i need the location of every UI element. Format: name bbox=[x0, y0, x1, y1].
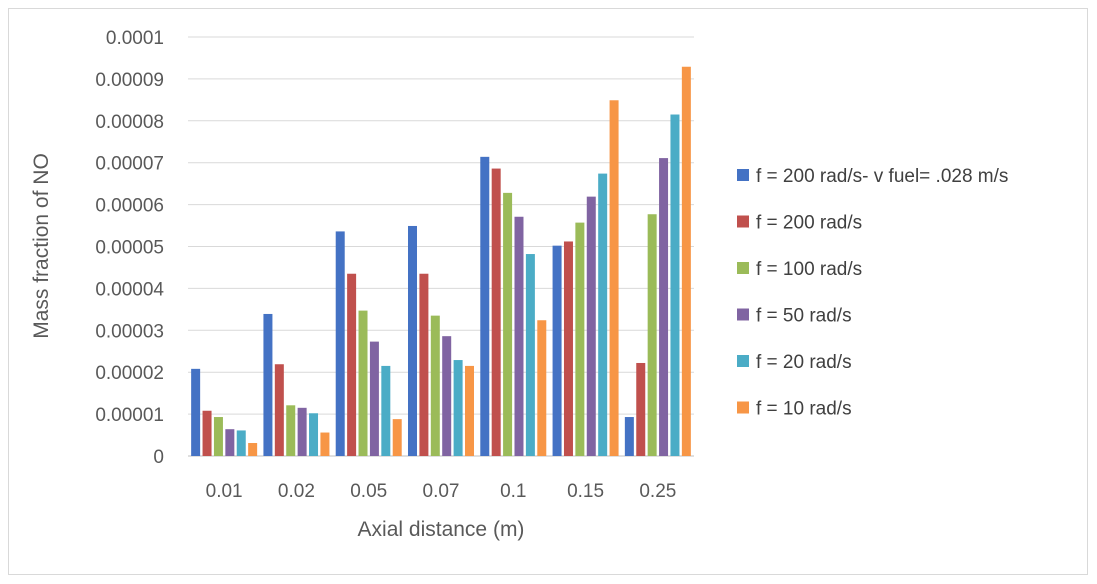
bar bbox=[213, 417, 223, 456]
bars bbox=[191, 66, 691, 457]
bar bbox=[552, 245, 562, 456]
legend-label: f = 200 rad/s bbox=[756, 213, 862, 234]
x-tick-label: 0.01 bbox=[206, 481, 243, 502]
bar bbox=[236, 430, 246, 456]
bar bbox=[491, 168, 501, 457]
bar bbox=[358, 310, 368, 456]
bar bbox=[514, 216, 524, 456]
y-tick-label: 0.00004 bbox=[95, 279, 164, 300]
legend-label: f = 10 rad/s bbox=[756, 399, 852, 420]
bar bbox=[503, 192, 513, 457]
bar bbox=[681, 66, 691, 457]
bar bbox=[430, 315, 440, 456]
legend-label: f = 50 rad/s bbox=[756, 306, 852, 327]
bar bbox=[297, 407, 307, 456]
bar bbox=[647, 214, 657, 456]
legend-swatch bbox=[737, 169, 749, 181]
x-tick-label: 0.02 bbox=[278, 481, 315, 502]
y-tick-label: 0.00008 bbox=[95, 112, 164, 133]
y-tick-label: 0.0001 bbox=[106, 28, 164, 49]
bar bbox=[442, 336, 452, 456]
legend-swatch bbox=[737, 401, 749, 414]
bar bbox=[419, 273, 429, 456]
bar bbox=[525, 254, 535, 456]
y-tick-label: 0.00009 bbox=[95, 70, 164, 91]
y-axis-title: Mass fraction of NO bbox=[30, 153, 53, 339]
y-tick-label: 0.00002 bbox=[95, 363, 164, 384]
bar bbox=[609, 100, 619, 457]
bar bbox=[286, 405, 296, 456]
legend-swatch bbox=[737, 215, 749, 228]
bar bbox=[248, 443, 258, 456]
bar bbox=[453, 360, 463, 456]
bar bbox=[320, 432, 330, 456]
x-tick-label: 0.07 bbox=[423, 481, 460, 502]
legend-swatch bbox=[737, 355, 749, 367]
bar bbox=[670, 114, 680, 456]
legend-label: f = 20 rad/s bbox=[756, 352, 852, 373]
legend-label: f = 100 rad/s bbox=[756, 259, 862, 280]
y-tick-label: 0 bbox=[153, 447, 164, 468]
bar bbox=[191, 368, 201, 456]
legend-swatch bbox=[737, 308, 749, 321]
bar bbox=[408, 225, 417, 456]
legend-label: f = 200 rad/s- v fuel= .028 m/s bbox=[756, 166, 1008, 187]
chart-frame bbox=[8, 8, 1088, 575]
x-tick-label: 0.25 bbox=[639, 481, 676, 502]
bar bbox=[563, 241, 573, 456]
x-tick-labels: 0.01 0.02 0.05 0.07 0.1 0.15 0.25 bbox=[206, 481, 677, 502]
x-tick-label: 0.1 bbox=[500, 481, 526, 502]
x-tick-label: 0.05 bbox=[350, 481, 387, 502]
bar bbox=[465, 365, 474, 456]
y-tick-label: 0.00005 bbox=[95, 238, 164, 259]
y-tick-label: 0.00001 bbox=[95, 405, 164, 426]
bar bbox=[381, 365, 391, 456]
bar bbox=[537, 320, 547, 456]
bar bbox=[598, 173, 608, 456]
legend-swatch bbox=[737, 262, 749, 274]
bar bbox=[202, 410, 212, 456]
bar bbox=[274, 364, 284, 456]
bar bbox=[586, 196, 596, 456]
bar bbox=[369, 341, 379, 456]
bar bbox=[347, 273, 357, 456]
x-tick-label: 0.15 bbox=[567, 481, 604, 502]
bar bbox=[480, 156, 490, 457]
x-axis-title: Axial distance (m) bbox=[358, 518, 525, 541]
bar bbox=[624, 417, 634, 456]
bar bbox=[309, 413, 319, 456]
y-tick-label: 0.00006 bbox=[95, 196, 164, 217]
bar bbox=[263, 313, 273, 456]
bar bbox=[659, 158, 669, 456]
y-tick-label: 0.00007 bbox=[95, 154, 164, 175]
bar bbox=[575, 222, 585, 456]
y-tick-labels: 0 0.00001 0.00002 0.00003 0.00004 0.00005 0.00… bbox=[95, 28, 164, 468]
bar bbox=[225, 429, 235, 456]
y-tick-label: 0.00003 bbox=[95, 321, 164, 342]
bar bbox=[335, 231, 345, 456]
bar bbox=[636, 362, 646, 456]
bar bbox=[392, 419, 402, 456]
legend: f = 200 rad/s- v fuel= .028 m/s f = 200 r… bbox=[737, 166, 1008, 420]
